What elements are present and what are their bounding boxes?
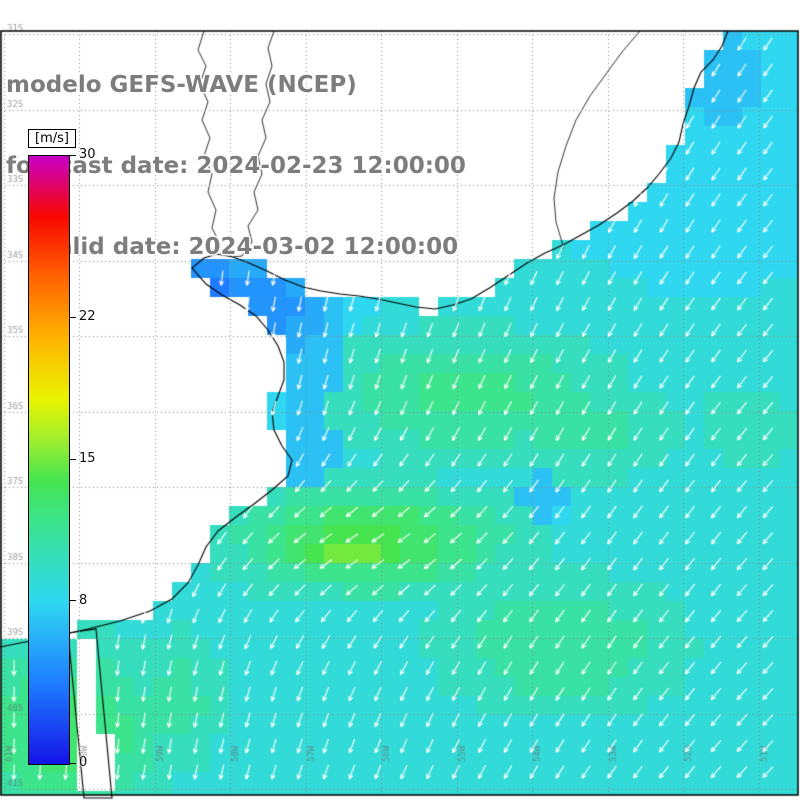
colorbar-tick-label: 15 <box>79 451 96 466</box>
colorbar-tick-label: 30 <box>79 147 96 162</box>
colorbar-tick-mark <box>70 154 76 156</box>
colorbar-tick-mark <box>70 762 76 764</box>
colorbar-tick-mark <box>70 316 76 318</box>
model-title: modelo GEFS-WAVE (NCEP) <box>6 72 357 98</box>
colorbar-tick-mark <box>70 458 76 460</box>
forecast-date: forecast date: 2024-02-23 12:00:00 <box>6 153 466 179</box>
colorbar-tick-label: 8 <box>79 592 88 608</box>
colorbar-tick-label: 22 <box>79 309 96 325</box>
header: modelo GEFS-WAVE (NCEP) forecast date: 2… <box>6 18 466 315</box>
colorbar-tick-label: 0 <box>79 755 88 770</box>
colorbar-tick-mark <box>70 600 76 602</box>
colorbar-unit-label: [m/s] <box>28 129 76 148</box>
valid-date: valid date: 2024-03-02 12:00:00 <box>42 234 459 260</box>
colorbar-gradient <box>28 155 70 765</box>
